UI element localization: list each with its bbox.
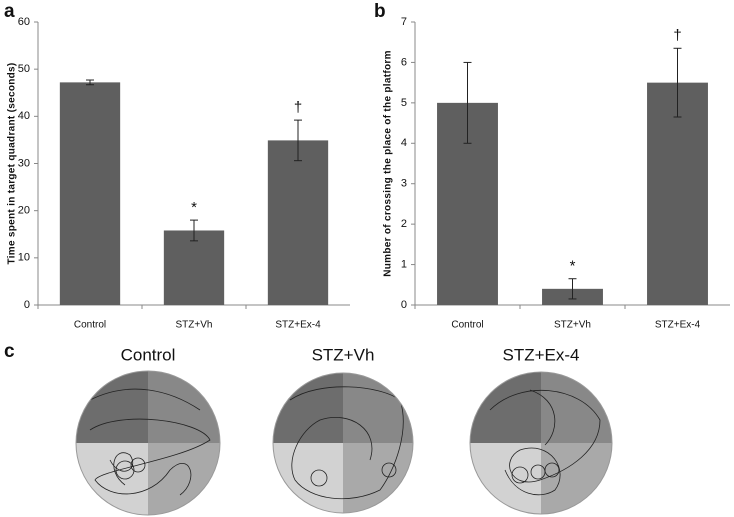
maze xyxy=(273,373,413,513)
x-tick-label: Control xyxy=(74,320,106,331)
y-tick-label: 6 xyxy=(401,56,407,68)
y-axis-label: Time spent in target quadrant (seconds) xyxy=(7,62,18,264)
bar xyxy=(647,82,708,306)
maze-border xyxy=(272,372,414,514)
y-tick-label: 5 xyxy=(401,97,407,109)
maze xyxy=(76,371,220,515)
x-tick-label: STZ+Ex-4 xyxy=(275,320,321,331)
bar xyxy=(59,82,121,305)
error-bar xyxy=(463,61,472,144)
y-tick-label: 50 xyxy=(18,63,30,75)
bar xyxy=(267,140,329,305)
x-tick-label: STZ+Ex-4 xyxy=(655,320,701,331)
maze-border xyxy=(469,371,613,515)
significance-mark: † xyxy=(294,99,302,116)
panel-label: a xyxy=(4,1,15,22)
error-bar xyxy=(86,79,94,86)
y-tick-label: 3 xyxy=(401,178,407,190)
y-axis-label: Number of crossing the place of the plat… xyxy=(383,50,394,277)
y-tick-label: 2 xyxy=(401,218,407,230)
y-tick-label: 0 xyxy=(24,299,30,311)
y-tick-label: 0 xyxy=(401,299,407,311)
x-tick-label: STZ+Vh xyxy=(176,320,213,331)
y-tick-label: 10 xyxy=(18,252,30,264)
error-bar xyxy=(294,119,302,162)
maze-title: STZ+Vh xyxy=(312,345,375,364)
maze-title: STZ+Ex-4 xyxy=(503,345,580,364)
y-tick-label: 20 xyxy=(18,205,30,217)
y-tick-label: 40 xyxy=(18,110,30,122)
y-tick-label: 7 xyxy=(401,16,407,28)
significance-mark: * xyxy=(191,199,197,216)
error-bar xyxy=(568,278,577,300)
y-tick-label: 1 xyxy=(401,258,407,270)
bar xyxy=(163,230,225,305)
x-tick-label: STZ+Vh xyxy=(554,320,591,331)
maze-border xyxy=(75,370,221,516)
panel-label: c xyxy=(4,341,15,362)
maze-title: Control xyxy=(121,345,176,364)
significance-mark: † xyxy=(673,27,681,44)
x-tick-label: Control xyxy=(451,320,483,331)
y-tick-label: 30 xyxy=(18,157,30,169)
y-tick-label: 60 xyxy=(18,16,30,28)
maze xyxy=(470,372,612,514)
y-tick-label: 4 xyxy=(401,137,407,149)
panel-label: b xyxy=(374,1,386,22)
error-bar xyxy=(673,47,682,118)
significance-mark: * xyxy=(570,258,576,275)
error-bar xyxy=(190,219,198,242)
